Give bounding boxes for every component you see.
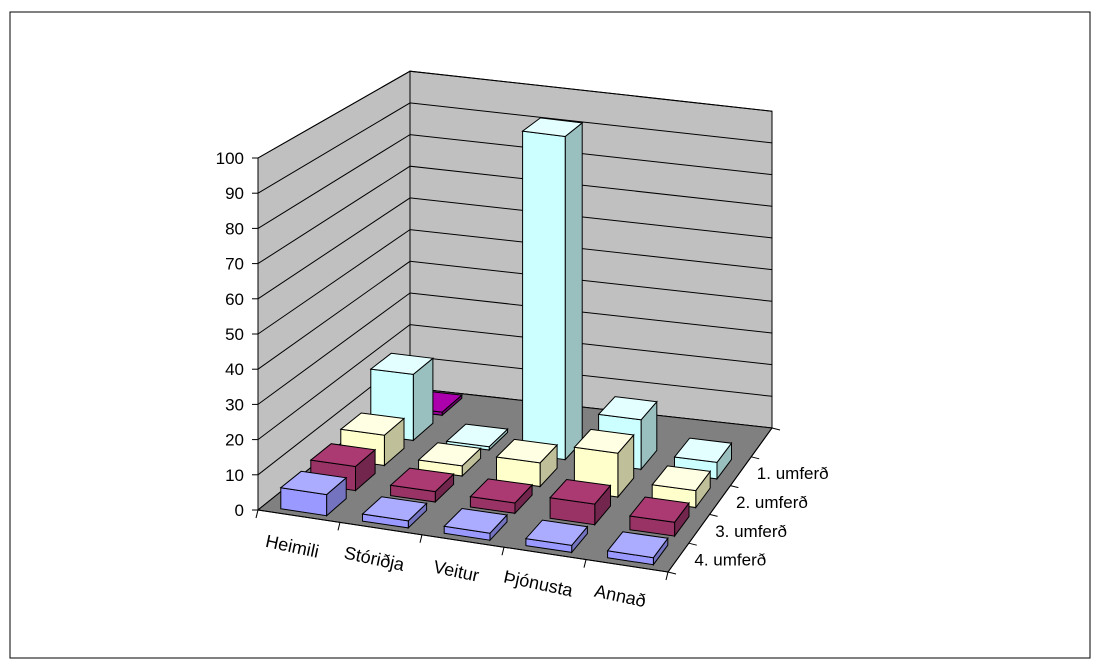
bar-top-face bbox=[673, 437, 733, 463]
bar bbox=[628, 496, 690, 538]
chart-bars bbox=[279, 117, 733, 567]
bar bbox=[443, 507, 509, 542]
y-tick-label: 70 bbox=[225, 255, 244, 274]
bar-top-face bbox=[573, 428, 635, 454]
y-tick-label: 0 bbox=[235, 501, 244, 520]
y-tick-label: 90 bbox=[225, 184, 244, 203]
bar bbox=[389, 467, 455, 504]
bar-top-face bbox=[417, 442, 482, 467]
bar-top-face bbox=[389, 467, 455, 493]
bar bbox=[573, 428, 635, 499]
x-tick-mark bbox=[583, 559, 587, 568]
bar bbox=[549, 478, 612, 527]
bar bbox=[606, 531, 669, 567]
bar bbox=[521, 117, 584, 461]
x-tick-mark bbox=[665, 571, 669, 581]
bar-top-face bbox=[445, 423, 509, 448]
x-tick-mark bbox=[419, 534, 423, 543]
y-tick-label: 80 bbox=[225, 219, 244, 238]
gridline bbox=[257, 292, 773, 405]
bar-top-face bbox=[339, 412, 406, 436]
bar bbox=[417, 442, 482, 478]
depth-tick-mark bbox=[771, 427, 781, 431]
y-tick-label: 60 bbox=[225, 290, 244, 309]
bar-top-face bbox=[597, 396, 658, 421]
bar-top-face bbox=[361, 496, 428, 522]
bar-top-face bbox=[495, 438, 559, 464]
bar-top-face bbox=[651, 465, 712, 492]
gridline bbox=[257, 229, 773, 335]
bar-top-face bbox=[469, 478, 534, 504]
bar bbox=[495, 438, 559, 488]
depth-tick-mark bbox=[751, 456, 760, 460]
depth-tick-mark bbox=[688, 542, 697, 546]
bar bbox=[361, 496, 428, 530]
bar bbox=[309, 443, 377, 492]
gridline bbox=[257, 70, 773, 159]
bar-top-face bbox=[309, 443, 377, 468]
bar-top-face bbox=[549, 478, 612, 505]
depth-axis-line bbox=[667, 427, 773, 573]
gridline bbox=[257, 102, 773, 194]
bar bbox=[469, 478, 534, 515]
depth-tick-mark bbox=[709, 513, 718, 517]
bar bbox=[524, 519, 589, 554]
gridline bbox=[257, 134, 773, 229]
bar-top-face bbox=[279, 470, 348, 496]
gridline bbox=[257, 197, 773, 300]
gridline bbox=[257, 165, 773, 265]
y-tick-label: 50 bbox=[225, 325, 244, 344]
bar-top-face bbox=[443, 507, 509, 534]
x-tick-mark bbox=[501, 547, 505, 556]
y-tick-label: 40 bbox=[225, 360, 244, 379]
y-tick-label: 20 bbox=[225, 431, 244, 450]
series-label: 2. umferð bbox=[736, 493, 808, 512]
y-axis-tick-labels: 0 10 20 30 40 50 60 70 80 90 100 bbox=[216, 149, 244, 520]
x-axis-line bbox=[257, 509, 669, 573]
depth-axis-series-labels: 1. umferð 2. umferð 3. umferð 4. umferð bbox=[694, 464, 828, 569]
depth-tick-mark bbox=[730, 485, 739, 489]
bar-top-face bbox=[606, 531, 669, 559]
bar-front-face bbox=[522, 130, 566, 461]
y-tick-label: 30 bbox=[225, 395, 244, 414]
x-tick-mark bbox=[337, 522, 341, 531]
bar-top-face bbox=[369, 352, 435, 375]
y-tick-label: 100 bbox=[216, 149, 244, 168]
series-label: 4. umferð bbox=[694, 551, 766, 570]
series-label: 3. umferð bbox=[715, 522, 787, 541]
bar-top-face bbox=[628, 496, 690, 523]
bar-top-face bbox=[521, 117, 584, 138]
bar bbox=[279, 470, 348, 517]
x-tick-mark bbox=[255, 509, 259, 519]
bar-side-face bbox=[564, 121, 583, 461]
gridline bbox=[257, 260, 773, 370]
bar bbox=[369, 352, 435, 442]
bar-top-face bbox=[524, 519, 589, 546]
gridline bbox=[257, 324, 773, 440]
series-label: 1. umferð bbox=[757, 464, 829, 483]
depth-tick-mark bbox=[667, 571, 677, 575]
y-tick-label: 10 bbox=[225, 466, 244, 485]
